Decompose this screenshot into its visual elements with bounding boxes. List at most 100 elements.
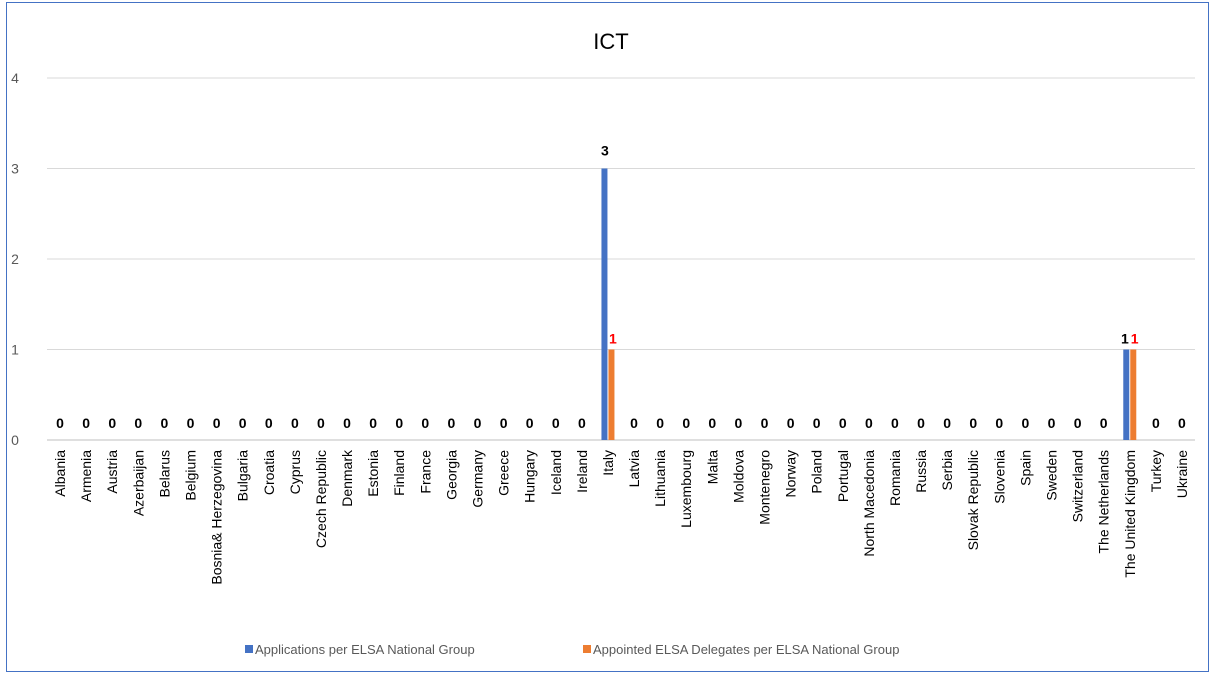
x-tick-label: Italy [600, 450, 616, 476]
data-label-applications: 0 [239, 415, 247, 431]
data-label-applications: 0 [448, 415, 456, 431]
x-tick-label: Poland [809, 450, 825, 494]
data-label-applications: 0 [1022, 415, 1030, 431]
x-tick-label: Switzerland [1070, 450, 1086, 522]
data-label-applications: 0 [787, 415, 795, 431]
data-label-applications: 0 [839, 415, 847, 431]
data-label-applications: 0 [708, 415, 716, 431]
data-label-applications: 0 [995, 415, 1003, 431]
data-label-delegates: 1 [1131, 331, 1139, 347]
x-tick-label: Bosnia& Herzegovina [209, 450, 225, 585]
bar-applications [1123, 349, 1130, 440]
data-label-applications: 0 [1152, 415, 1160, 431]
data-label-applications: 0 [213, 415, 221, 431]
data-label-applications: 0 [82, 415, 90, 431]
data-label-applications: 0 [317, 415, 325, 431]
x-axis-ticks: Albania Armenia Austria Azerbaijan Belarus Be… [52, 449, 1190, 585]
x-tick-label: Ukraine [1174, 450, 1190, 498]
bar-delegates [608, 349, 615, 440]
x-tick-label: Slovenia [991, 450, 1007, 504]
x-tick-label: Sweden [1044, 450, 1060, 501]
x-tick-label: Portugal [835, 450, 851, 502]
data-label-applications: 0 [735, 415, 743, 431]
data-label-applications: 0 [187, 415, 195, 431]
data-label-applications: 0 [578, 415, 586, 431]
x-tick-label: The United Kingdom [1122, 450, 1138, 578]
data-label-applications: 0 [474, 415, 482, 431]
x-tick-label: The Netherlands [1096, 450, 1112, 554]
x-tick-label: Greece [496, 450, 512, 496]
x-tick-label: Norway [783, 450, 799, 497]
bars [601, 168, 1137, 440]
bar-delegates [1130, 349, 1137, 440]
y-axis-ticks: 0 1 2 3 4 [11, 70, 19, 448]
data-label-applications: 0 [917, 415, 925, 431]
y-tick-label: 3 [11, 161, 19, 177]
x-tick-label: Belarus [156, 450, 172, 497]
x-tick-label: Ireland [574, 450, 590, 493]
x-tick-label: Estonia [365, 450, 381, 497]
data-label-applications: 0 [813, 415, 821, 431]
data-label-applications: 0 [369, 415, 377, 431]
data-label-applications: 0 [1178, 415, 1186, 431]
x-tick-label: Finland [391, 450, 407, 496]
x-tick-label: Turkey [1148, 450, 1164, 492]
data-label-applications: 0 [682, 415, 690, 431]
data-label-applications: 0 [656, 415, 664, 431]
data-label-applications: 0 [161, 415, 169, 431]
data-label-delegates: 1 [609, 331, 617, 347]
x-tick-label: Austria [104, 450, 120, 494]
data-label-applications: 0 [969, 415, 977, 431]
data-label-applications: 0 [265, 415, 273, 431]
x-tick-label: North Macedonia [861, 450, 877, 557]
x-tick-label: Malta [704, 450, 720, 484]
data-label-applications: 0 [630, 415, 638, 431]
data-label-applications: 0 [761, 415, 769, 431]
data-label-applications: 0 [395, 415, 403, 431]
data-label-applications: 1 [1121, 331, 1129, 347]
x-tick-label: Russia [913, 450, 929, 493]
data-label-applications: 0 [1048, 415, 1056, 431]
data-label-applications: 0 [56, 415, 64, 431]
x-tick-label: Latvia [626, 450, 642, 488]
x-tick-label: Azerbaijan [130, 450, 146, 516]
x-tick-label: Belgium [183, 450, 199, 501]
x-tick-label: Romania [887, 450, 903, 506]
x-tick-label: Germany [470, 450, 486, 508]
x-tick-label: Albania [52, 450, 68, 497]
x-tick-label: Iceland [548, 450, 564, 495]
legend: Applications per ELSA National Group Appo… [245, 642, 899, 657]
legend-label-applications: Applications per ELSA National Group [255, 642, 475, 657]
data-label-applications: 0 [1074, 415, 1082, 431]
data-label-applications: 0 [552, 415, 560, 431]
data-label-applications: 0 [500, 415, 508, 431]
x-tick-label: Montenegro [757, 450, 773, 525]
chart-title: ICT [593, 29, 628, 54]
x-tick-label: Bulgaria [235, 450, 251, 502]
x-tick-label: Cyprus [287, 450, 303, 494]
x-tick-label: Armenia [78, 450, 94, 502]
x-tick-label: Lithuania [652, 450, 668, 507]
y-tick-label: 0 [11, 432, 19, 448]
data-label-applications: 0 [943, 415, 951, 431]
data-labels: 0 0 0 0 0 0 0 0 0 0 0 0 0 0 0 0 0 0 0 0 0 3 1 0 0 0 0 0 0 0 0 0 0 0 0 0 0 0 0 0… [56, 143, 1186, 432]
x-tick-label: Georgia [443, 450, 459, 500]
x-tick-label: Czech Republic [313, 450, 329, 548]
data-label-applications: 0 [291, 415, 299, 431]
data-label-applications: 0 [526, 415, 534, 431]
gridlines [47, 77, 1195, 441]
x-tick-label: Spain [1017, 450, 1033, 486]
x-tick-label: Hungary [522, 450, 538, 503]
data-label-applications: 0 [421, 415, 429, 431]
data-label-applications: 0 [891, 415, 899, 431]
bar-applications [601, 168, 608, 440]
x-tick-label: Serbia [939, 450, 955, 491]
data-label-applications: 3 [601, 143, 609, 159]
y-tick-label: 4 [11, 70, 19, 86]
data-label-applications: 0 [134, 415, 142, 431]
y-tick-label: 2 [11, 251, 19, 267]
x-tick-label: France [417, 450, 433, 494]
legend-swatch-delegates [583, 645, 591, 653]
